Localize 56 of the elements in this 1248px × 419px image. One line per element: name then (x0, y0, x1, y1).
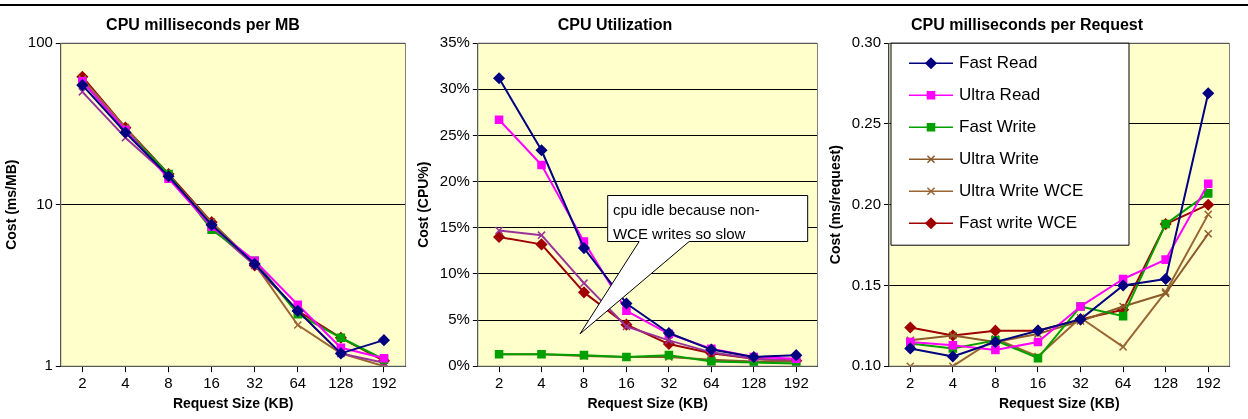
x-tick-label: 128 (1153, 374, 1179, 392)
x-tick-label: 64 (1114, 374, 1132, 392)
x-tick-label: 64 (703, 374, 720, 392)
x-tick-label: 192 (783, 374, 809, 392)
x-tick-label: 32 (660, 374, 678, 392)
x-tick-label: 16 (618, 374, 635, 392)
y-tick-label: 30% (439, 79, 470, 97)
x-tick-label: 4 (948, 374, 958, 392)
x-tick-label: 192 (1195, 374, 1221, 392)
y-tick-label: 25% (439, 125, 470, 143)
legend-label: Ultra Read (958, 84, 1041, 104)
x-tick-label: 2 (494, 374, 504, 392)
x-tick-label: 8 (164, 374, 173, 392)
x-tick-label: 192 (371, 374, 397, 392)
x-axis-title: Request Size (KB) (172, 395, 294, 412)
y-tick-label: 0.30 (851, 33, 881, 51)
y-tick-label: 0.15 (851, 275, 881, 293)
y-tick-label: 0.20 (851, 194, 881, 212)
x-tick-label: 8 (579, 374, 589, 392)
x-tick-label: 64 (289, 374, 307, 392)
y-tick-label: 100 (27, 33, 53, 51)
y-tick-label: 0% (448, 356, 470, 374)
x-tick-label: 128 (741, 374, 767, 392)
y-axis-title: Cost (CPU%) (415, 161, 432, 248)
x-tick-label: 16 (203, 374, 220, 392)
y-tick-label: 0.25 (851, 114, 881, 132)
y-tick-label: 0.10 (851, 356, 881, 374)
y-axis-title: Cost (ms/request) (827, 145, 844, 265)
legend-label: Fast write WCE (958, 212, 1078, 232)
legend-label: Ultra Write WCE (958, 180, 1084, 200)
x-axis-title: Request Size (KB) (587, 395, 708, 412)
annotation: cpu idle because non-WCE writes so slow (612, 200, 761, 244)
y-tick-label: 10% (439, 264, 470, 282)
y-axis-title: Cost (ms/MB) (3, 159, 20, 250)
x-tick-label: 4 (121, 374, 130, 392)
x-tick-label: 16 (1029, 374, 1047, 392)
y-tick-label: 10 (36, 194, 53, 212)
x-tick-label: 128 (328, 374, 354, 392)
legend-label: Ultra Write (958, 148, 1039, 168)
y-tick-label: 35% (439, 33, 470, 51)
legend-label: Fast Read (958, 52, 1038, 72)
x-axis-title: Request Size (KB) (998, 395, 1120, 412)
x-tick-label: 4 (537, 374, 546, 392)
y-tick-label: 20% (439, 171, 470, 189)
chart-title: CPU Utilization (557, 16, 673, 34)
legend-label: Fast Write (958, 116, 1037, 136)
chart-title: CPU milliseconds per MB (106, 16, 300, 34)
x-tick-label: 8 (991, 374, 1000, 392)
y-tick-label: 5% (448, 310, 470, 328)
x-tick-label: 2 (78, 374, 87, 392)
x-tick-label: 32 (246, 374, 264, 392)
chart-title: CPU milliseconds per Request (910, 16, 1144, 34)
x-tick-label: 32 (1072, 374, 1089, 392)
y-tick-label: 1 (44, 356, 53, 374)
x-tick-label: 2 (906, 374, 915, 392)
y-tick-label: 15% (439, 217, 470, 235)
